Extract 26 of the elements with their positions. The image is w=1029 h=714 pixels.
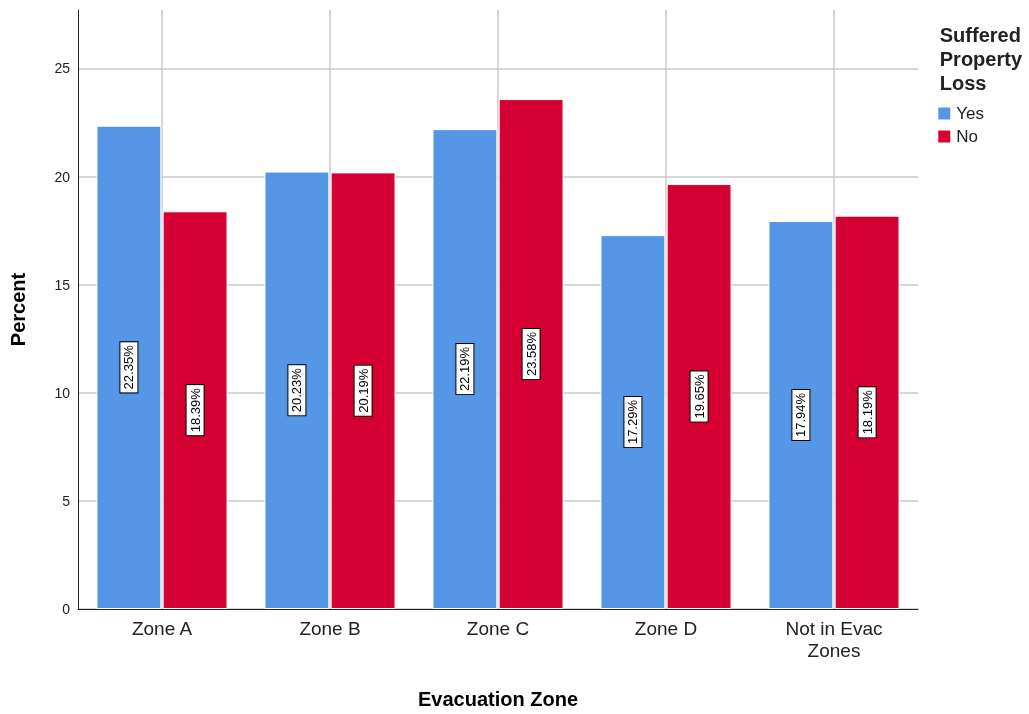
x-tick-label: Zone A xyxy=(131,617,193,639)
legend-label: No xyxy=(956,127,978,146)
y-tick-label: 20 xyxy=(54,168,71,185)
legend-title: Suffered Property Loss xyxy=(939,24,1023,94)
data-label: 22.35% xyxy=(121,344,137,390)
x-tick-label: Zone B xyxy=(299,617,361,639)
x-tick-label: Not in Evac Zones xyxy=(785,617,883,661)
y-tick-label: 10 xyxy=(54,384,71,401)
data-label: 20.23% xyxy=(289,367,305,413)
y-axis-title: Percent xyxy=(7,272,29,347)
data-label: 20.19% xyxy=(355,368,371,413)
data-label: 22.19% xyxy=(457,346,473,392)
legend-label: Yes xyxy=(956,104,984,123)
x-tick-label: Zone D xyxy=(634,617,698,639)
data-label: 17.94% xyxy=(793,392,809,438)
y-tick-label: 25 xyxy=(54,60,71,77)
y-tick-label: 0 xyxy=(62,601,71,617)
data-label: 19.65% xyxy=(691,374,707,419)
y-tick-label: 5 xyxy=(62,492,71,509)
x-tick-label: Zone C xyxy=(466,617,530,639)
x-axis-title: Evacuation Zone xyxy=(417,688,579,710)
y-tick-label: 15 xyxy=(54,276,71,293)
data-label: 17.29% xyxy=(625,399,641,445)
data-label: 23.58% xyxy=(523,331,539,377)
data-label: 18.39% xyxy=(187,387,203,433)
data-label: 18.19% xyxy=(859,389,875,435)
